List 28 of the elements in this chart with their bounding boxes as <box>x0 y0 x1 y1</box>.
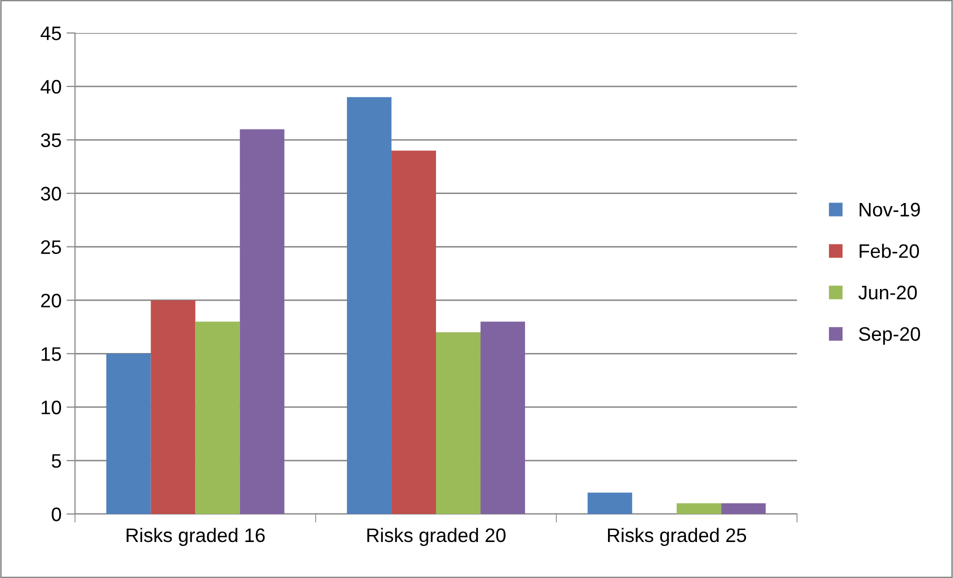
y-tick-label: 20 <box>41 294 62 308</box>
x-tick-label: Risks graded 16 <box>126 528 265 546</box>
y-tick-label: 0 <box>52 507 62 522</box>
bar <box>588 492 632 514</box>
bar <box>195 322 240 514</box>
legend-label: Sep-20 <box>858 327 920 345</box>
bar <box>150 300 196 514</box>
bar <box>346 97 392 514</box>
bar <box>480 322 526 514</box>
bar <box>676 503 722 514</box>
bar <box>436 332 481 514</box>
y-tick-label: 25 <box>41 240 61 254</box>
bar <box>106 354 151 514</box>
y-tick-label: 15 <box>42 347 61 361</box>
legend-label: Feb-20 <box>860 244 919 258</box>
bar <box>240 129 284 514</box>
x-tick-label: Risks graded 25 <box>608 528 746 546</box>
legend-label: Nov-19 <box>860 202 920 217</box>
bar <box>721 503 766 514</box>
y-tick-label: 45 <box>40 26 61 40</box>
legend-label: Jun-20 <box>858 286 917 300</box>
y-tick-label: 30 <box>40 186 62 201</box>
y-tick-label: 35 <box>40 133 61 148</box>
y-tick-label: 10 <box>42 400 62 414</box>
bar <box>391 150 436 514</box>
y-tick-label: 5 <box>52 454 61 468</box>
x-tick-label: Risks graded 20 <box>367 528 506 546</box>
y-tick-label: 40 <box>40 80 62 94</box>
